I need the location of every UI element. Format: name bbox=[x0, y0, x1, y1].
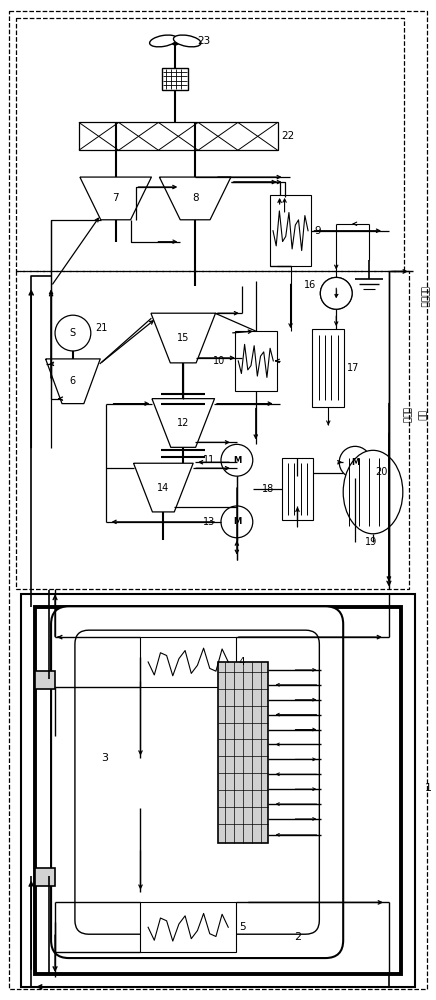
Bar bbox=[218, 662, 268, 843]
Text: 21: 21 bbox=[95, 323, 107, 333]
Circle shape bbox=[55, 315, 91, 351]
Bar bbox=[16, 271, 409, 589]
Text: 12: 12 bbox=[177, 418, 189, 428]
Text: 3: 3 bbox=[101, 753, 108, 763]
Bar bbox=[35, 671, 55, 689]
Text: 17: 17 bbox=[347, 363, 360, 373]
Text: 14: 14 bbox=[157, 483, 170, 493]
Text: 浓海水: 浓海水 bbox=[401, 407, 410, 424]
Text: 6: 6 bbox=[70, 376, 76, 386]
Text: 18: 18 bbox=[262, 484, 274, 494]
Text: 10: 10 bbox=[213, 356, 225, 366]
Bar bbox=[313, 329, 344, 407]
Bar bbox=[282, 458, 313, 520]
Text: 2: 2 bbox=[294, 932, 302, 942]
Text: 7: 7 bbox=[112, 193, 119, 203]
Text: 20: 20 bbox=[375, 467, 387, 477]
Circle shape bbox=[221, 506, 253, 538]
Text: 4: 4 bbox=[239, 657, 245, 667]
Circle shape bbox=[320, 277, 352, 309]
Bar bbox=[79, 122, 278, 150]
Circle shape bbox=[320, 277, 352, 309]
Bar bbox=[140, 902, 236, 952]
Ellipse shape bbox=[343, 450, 403, 534]
Bar bbox=[270, 195, 311, 266]
Text: M: M bbox=[351, 458, 359, 467]
Text: 5: 5 bbox=[239, 922, 245, 932]
Text: M: M bbox=[233, 517, 241, 526]
Bar bbox=[140, 637, 236, 687]
Text: 11: 11 bbox=[203, 455, 215, 465]
Text: 8: 8 bbox=[192, 193, 198, 203]
Bar bbox=[21, 594, 415, 987]
Text: 23: 23 bbox=[197, 36, 211, 46]
Bar bbox=[235, 331, 276, 391]
Text: M: M bbox=[233, 456, 241, 465]
Text: 16: 16 bbox=[304, 280, 317, 290]
Circle shape bbox=[171, 37, 179, 45]
Bar bbox=[162, 68, 188, 90]
Bar bbox=[16, 18, 404, 271]
Text: 13: 13 bbox=[203, 517, 215, 527]
Ellipse shape bbox=[150, 35, 177, 47]
Ellipse shape bbox=[174, 35, 201, 47]
Circle shape bbox=[221, 444, 253, 476]
Text: S: S bbox=[70, 328, 76, 338]
Text: 19: 19 bbox=[365, 537, 377, 547]
Bar bbox=[35, 607, 401, 974]
Text: 舰外海水: 舰外海水 bbox=[419, 286, 428, 307]
Text: ↓: ↓ bbox=[333, 289, 340, 298]
Bar bbox=[35, 868, 55, 886]
Text: 15: 15 bbox=[177, 333, 189, 343]
Text: 22: 22 bbox=[282, 131, 295, 141]
Text: 1: 1 bbox=[425, 783, 432, 793]
Text: 淡水: 淡水 bbox=[416, 410, 425, 421]
Text: 9: 9 bbox=[314, 226, 321, 236]
Circle shape bbox=[339, 446, 371, 478]
FancyBboxPatch shape bbox=[75, 630, 319, 934]
FancyBboxPatch shape bbox=[51, 606, 343, 958]
